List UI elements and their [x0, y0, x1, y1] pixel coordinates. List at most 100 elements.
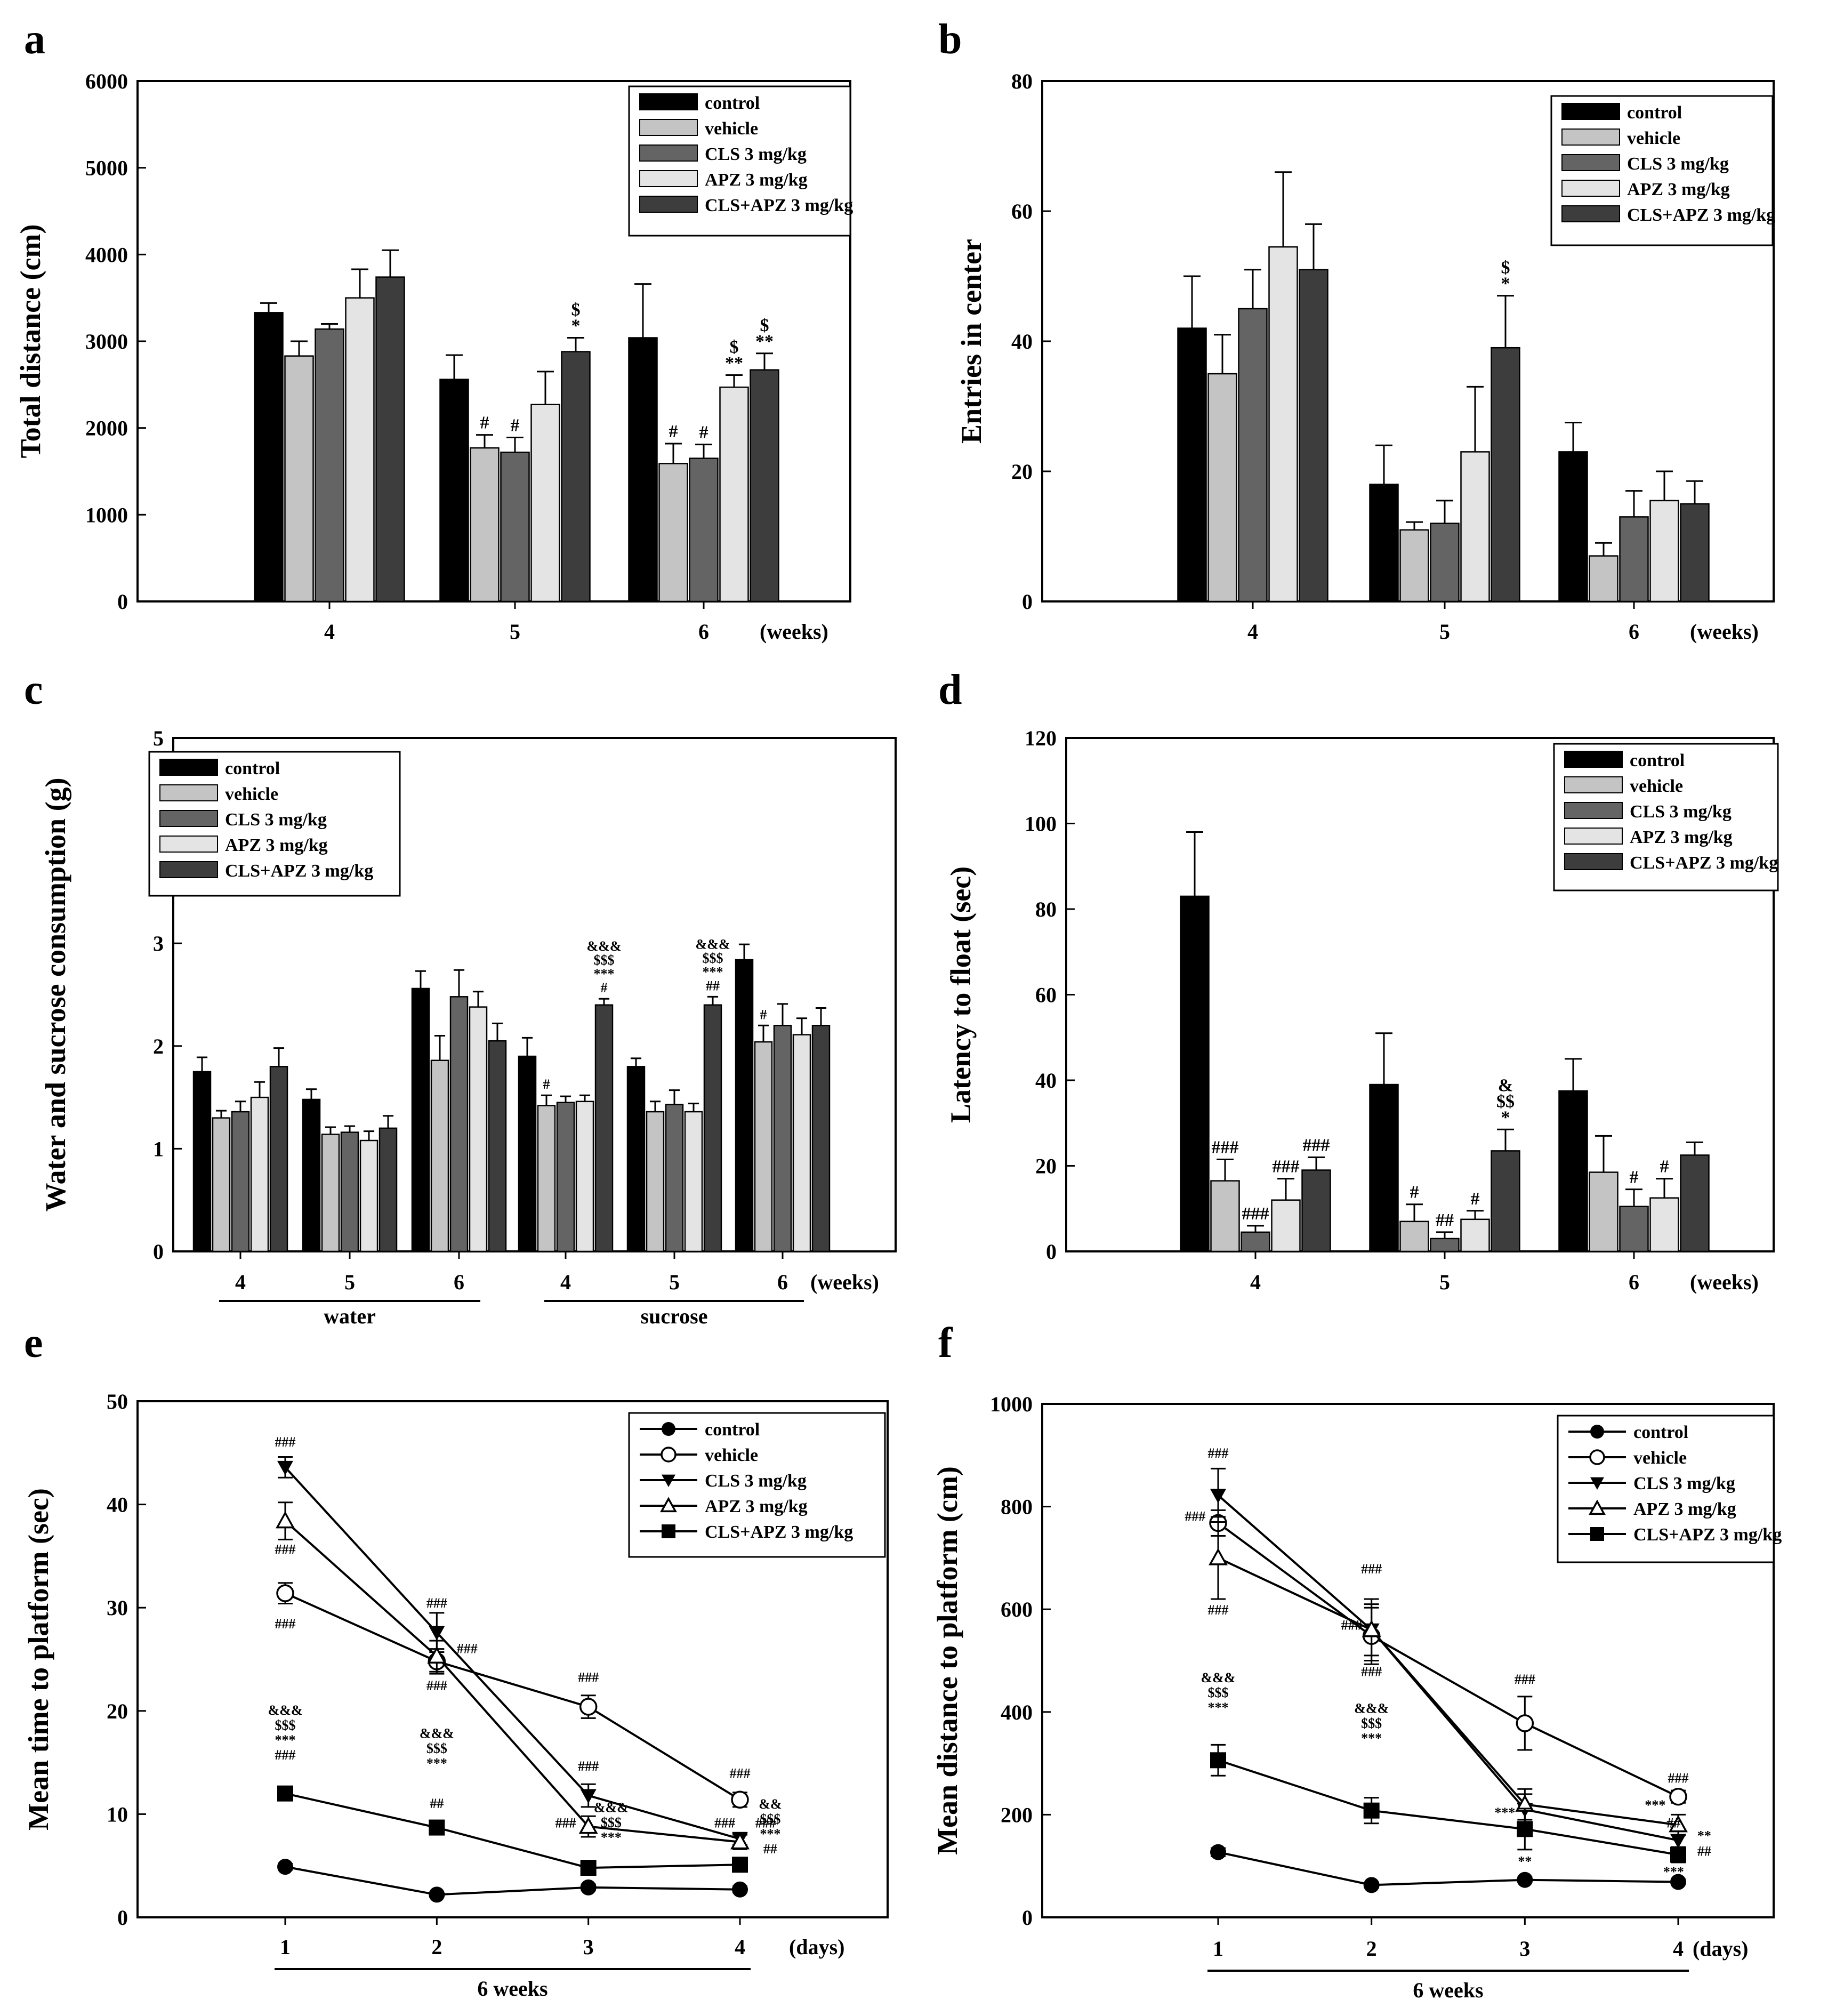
marker-circle-filled [1670, 1874, 1686, 1890]
bar [1210, 1180, 1240, 1252]
x-tick-label: 4 [1250, 1270, 1261, 1294]
x-tick-label: 1 [280, 1935, 291, 1959]
marker-triangle-up [578, 1817, 598, 1834]
significance-mark: ## [430, 1796, 444, 1811]
marker-triangle-up [660, 1497, 677, 1513]
significance-mark: * [1501, 1107, 1510, 1127]
legend-swatch [159, 759, 218, 776]
significance-mark: $$$ [275, 1717, 296, 1733]
panel-label: a [24, 16, 45, 63]
legend-label: APZ 3 mg/kg [1633, 1499, 1736, 1519]
bar [1369, 484, 1399, 603]
y-tick-label: 1 [153, 1137, 164, 1161]
significance-mark: ### [730, 1766, 751, 1781]
legend-label: vehicle [705, 119, 758, 139]
group-label: water [324, 1304, 376, 1328]
x-tick-label: 6 [777, 1270, 788, 1294]
significance-mark: ### [275, 1616, 296, 1632]
bar [231, 1111, 250, 1252]
x-unit-label: (days) [1693, 1937, 1748, 1961]
bar [1369, 1083, 1399, 1252]
legend-swatch [639, 196, 698, 213]
significance-mark: &&& [1201, 1670, 1236, 1685]
panel-label: d [938, 666, 962, 713]
x-tick-label: 3 [583, 1935, 594, 1959]
significance-mark: && [759, 1796, 782, 1812]
significance-mark: ### [1361, 1561, 1382, 1577]
x-unit-label: (weeks) [810, 1270, 879, 1294]
significance-mark: ### [1208, 1602, 1229, 1618]
significance-mark: ### [1361, 1664, 1382, 1679]
legend-swatch [1564, 751, 1623, 768]
x-axis-label: 6 weeks [1413, 1978, 1483, 2002]
series-line [1217, 1522, 1679, 1798]
significance-mark: ### [1185, 1509, 1205, 1524]
y-tick-label: 120 [1025, 726, 1057, 750]
significance-mark: ## [1697, 1843, 1711, 1859]
significance-mark: ## [1436, 1210, 1454, 1230]
legend-swatch [1564, 776, 1623, 793]
legend-swatch [639, 144, 698, 162]
y-axis-label: Water and sucrose consumption (g) [39, 777, 71, 1211]
marker-triangle-down [662, 1474, 675, 1487]
bar [1649, 1197, 1679, 1252]
marker-triangle-down [580, 1789, 597, 1804]
marker-triangle-up [276, 1511, 295, 1529]
series-line [285, 1592, 741, 1801]
significance-mark: *** [601, 1830, 622, 1845]
legend-label: vehicle [705, 1445, 758, 1465]
bar [359, 1139, 379, 1252]
bar [1399, 1220, 1429, 1252]
bar [1180, 895, 1210, 1252]
legend-swatch [639, 170, 698, 187]
marker-triangle-down [1590, 1477, 1604, 1490]
panel-label: b [938, 16, 962, 63]
bar [1177, 327, 1207, 603]
x-tick-label: 4 [1673, 1937, 1684, 1961]
significance-mark: $$$ [760, 1811, 780, 1827]
x-tick-label: 5 [344, 1270, 355, 1294]
significance-mark: ### [426, 1678, 447, 1693]
legend-label: vehicle [225, 784, 278, 804]
x-tick-label: 5 [510, 620, 520, 644]
significance-mark: # [543, 1077, 550, 1092]
bar [1238, 308, 1268, 603]
bar [735, 959, 754, 1252]
significance-mark: *** [760, 1826, 780, 1842]
legend-label: vehicle [1630, 776, 1683, 796]
bar [469, 1006, 488, 1252]
bar [269, 1066, 288, 1252]
bar [754, 1041, 773, 1252]
significance-mark: *** [703, 964, 723, 979]
legend-label: CLS 3 mg/kg [1633, 1474, 1735, 1493]
series-line [284, 1520, 740, 1843]
series-line [284, 1466, 740, 1840]
bar [1207, 373, 1237, 603]
x-tick-label: 4 [560, 1270, 571, 1294]
y-tick-label: 800 [1001, 1495, 1033, 1519]
significance-mark: ## [706, 978, 720, 993]
bar [811, 1025, 831, 1252]
legend-swatch [159, 861, 218, 878]
x-tick-label: 4 [1247, 620, 1258, 644]
bar [556, 1102, 575, 1252]
significance-mark: ### [426, 1595, 447, 1611]
legend-label: APZ 3 mg/kg [705, 1497, 808, 1516]
series-line [1218, 1759, 1679, 1856]
series-line [285, 1792, 740, 1869]
significance-mark: *** [426, 1755, 447, 1771]
y-tick-label: 2000 [85, 416, 128, 440]
marker-circle-open [579, 1698, 598, 1716]
bar [658, 463, 688, 603]
bar [449, 996, 469, 1252]
significance-mark: ### [1212, 1137, 1239, 1157]
legend-label: CLS+APZ 3 mg/kg [705, 1522, 853, 1542]
bar [1558, 1090, 1588, 1252]
y-tick-label: 60 [1011, 199, 1033, 223]
y-tick-label: 10 [107, 1802, 128, 1826]
significance-mark: &&& [1354, 1701, 1389, 1716]
bar [315, 328, 344, 603]
marker-square [1517, 1821, 1533, 1837]
significance-mark: *** [594, 966, 615, 982]
y-axis-label: Entries in center [955, 239, 987, 444]
